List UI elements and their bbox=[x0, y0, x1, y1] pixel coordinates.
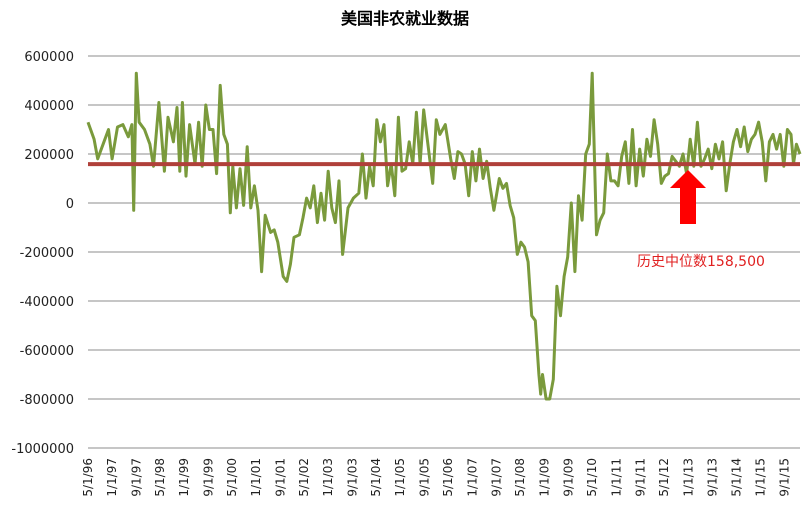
x-tick-label: 9/1/01 bbox=[273, 458, 287, 497]
x-tick-label: 9/1/11 bbox=[633, 458, 647, 497]
y-tick-label: 400000 bbox=[24, 99, 74, 114]
x-tick-label: 9/1/07 bbox=[489, 458, 503, 497]
x-tick-label: 5/1/98 bbox=[153, 458, 167, 497]
y-tick-label: 0 bbox=[66, 197, 74, 212]
x-tick-label: 9/1/03 bbox=[345, 458, 359, 497]
y-tick-label: 600000 bbox=[24, 50, 74, 65]
x-tick-label: 1/1/11 bbox=[609, 458, 623, 497]
x-tick-label: 5/1/06 bbox=[441, 458, 455, 497]
x-tick-label: 1/1/09 bbox=[537, 458, 551, 497]
y-tick-label: -600000 bbox=[20, 344, 74, 359]
y-tick-label: -400000 bbox=[20, 295, 74, 310]
x-axis-ticks: 5/1/96 1/1/97 9/1/97 5/1/98 1/1/99 9/1/99 5/1/… bbox=[81, 458, 792, 497]
x-tick-label: 5/1/02 bbox=[297, 458, 311, 497]
y-tick-label: 200000 bbox=[24, 148, 74, 163]
x-tick-label: 5/1/08 bbox=[513, 458, 527, 497]
chart-title: 美国非农就业数据 bbox=[341, 9, 469, 28]
y-tick-label: -1000000 bbox=[11, 442, 74, 457]
x-tick-label: 1/1/01 bbox=[249, 458, 263, 497]
x-tick-label: 1/1/05 bbox=[393, 458, 407, 497]
x-tick-label: 5/1/14 bbox=[729, 458, 743, 497]
gridlines bbox=[88, 55, 800, 449]
x-tick-label: 1/1/15 bbox=[753, 458, 767, 497]
x-tick-label: 9/1/13 bbox=[705, 458, 719, 497]
x-tick-label: 1/1/99 bbox=[177, 458, 191, 497]
x-tick-label: 1/1/13 bbox=[681, 458, 695, 497]
x-tick-label: 5/1/96 bbox=[81, 458, 95, 497]
y-axis-ticks: 600000 400000 200000 0 -200000 -400000 -600000… bbox=[11, 50, 74, 457]
x-tick-label: 9/1/15 bbox=[778, 458, 792, 497]
x-tick-label: 9/1/97 bbox=[129, 458, 143, 497]
x-tick-label: 1/1/03 bbox=[321, 458, 335, 497]
x-tick-label: 1/1/97 bbox=[105, 458, 119, 497]
y-tick-label: -800000 bbox=[20, 393, 74, 408]
red-arrow-icon bbox=[670, 170, 706, 224]
x-tick-label: 5/1/12 bbox=[657, 458, 671, 497]
x-tick-label: 5/1/10 bbox=[585, 458, 599, 497]
x-tick-label: 9/1/05 bbox=[417, 458, 431, 497]
x-tick-label: 5/1/00 bbox=[225, 458, 239, 497]
series-line bbox=[86, 71, 802, 401]
median-annotation: 历史中位数158,500 bbox=[637, 254, 765, 270]
x-tick-label: 5/1/04 bbox=[369, 458, 383, 497]
x-tick-label: 9/1/09 bbox=[561, 458, 575, 497]
y-tick-label: -200000 bbox=[20, 246, 74, 261]
x-tick-label: 1/1/07 bbox=[465, 458, 479, 497]
x-tick-label: 9/1/99 bbox=[201, 458, 215, 497]
